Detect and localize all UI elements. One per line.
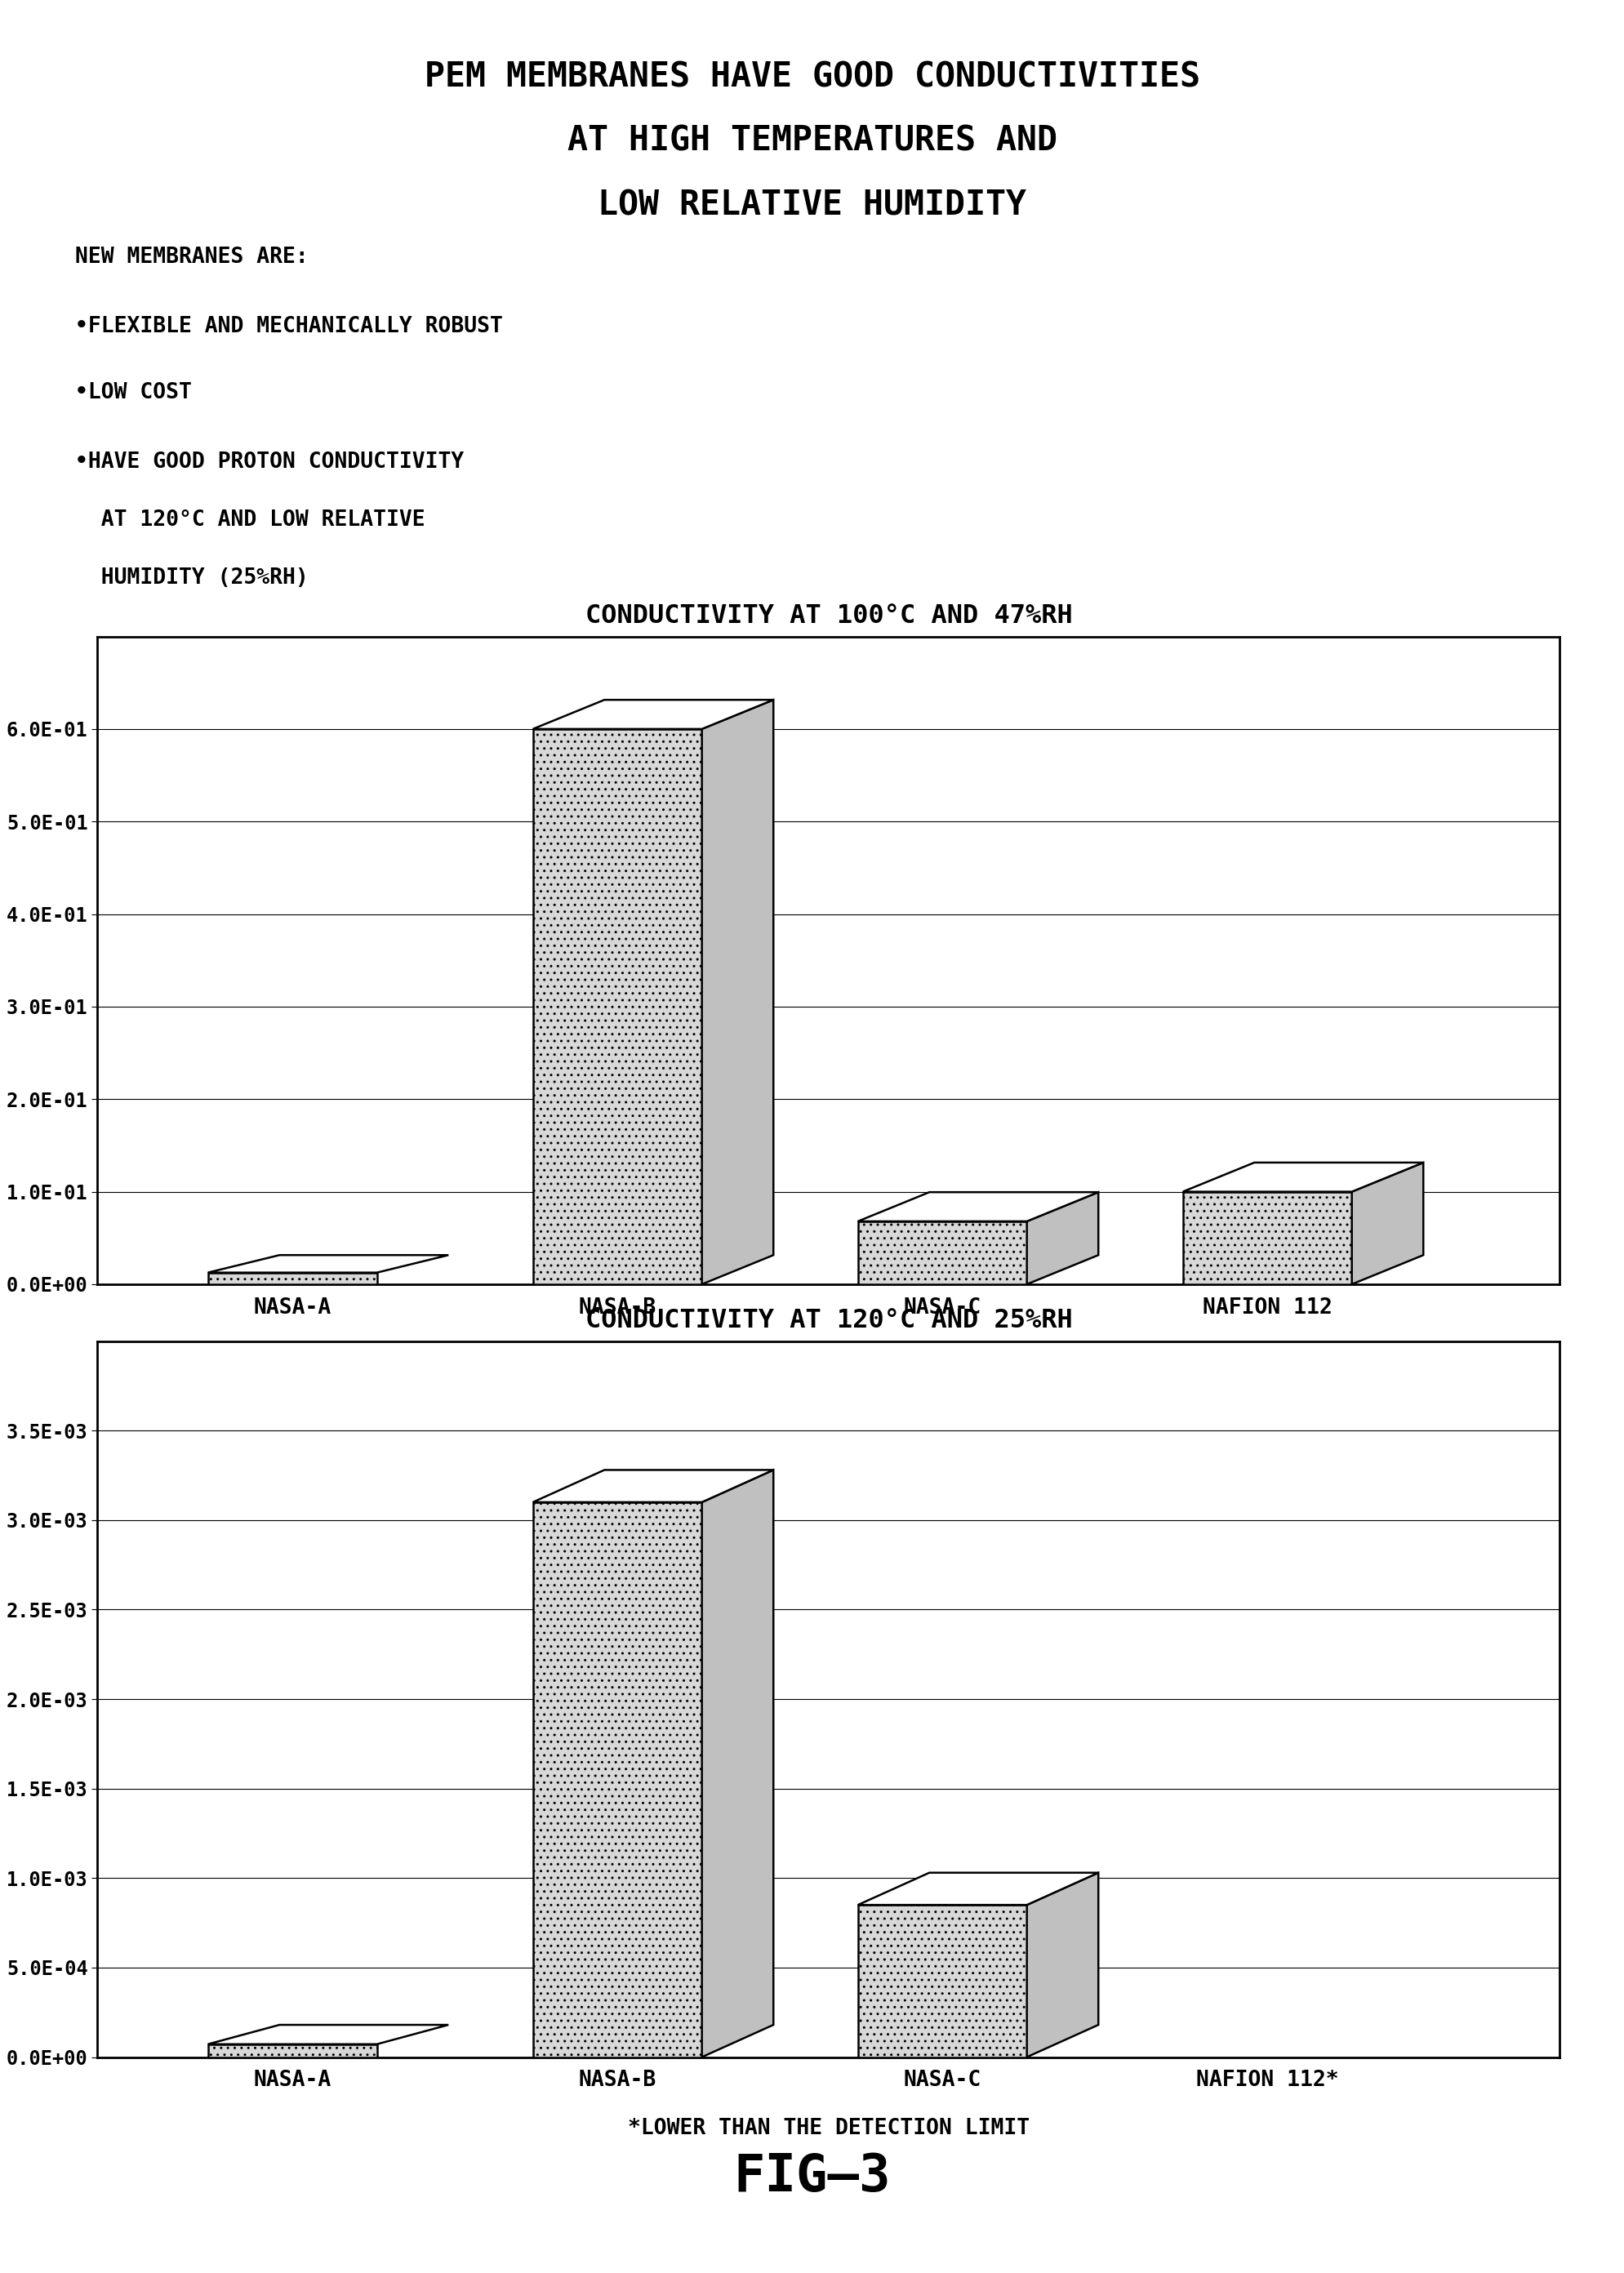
- Polygon shape: [702, 700, 773, 1284]
- Text: NEW MEMBRANES ARE:: NEW MEMBRANES ARE:: [75, 248, 309, 268]
- Polygon shape: [533, 700, 773, 730]
- Polygon shape: [1182, 1162, 1423, 1191]
- Text: AT HIGH TEMPERATURES AND: AT HIGH TEMPERATURES AND: [567, 125, 1057, 159]
- Polygon shape: [1026, 1191, 1098, 1284]
- Bar: [533, 1502, 702, 2057]
- Bar: [857, 1905, 1026, 2057]
- Bar: [208, 2043, 377, 2057]
- Text: •LOW COST: •LOW COST: [75, 382, 192, 402]
- Polygon shape: [857, 1191, 1098, 1221]
- Text: •HAVE GOOD PROTON CONDUCTIVITY: •HAVE GOOD PROTON CONDUCTIVITY: [75, 452, 463, 473]
- Bar: [533, 730, 702, 1284]
- Bar: [1182, 1191, 1351, 1284]
- Bar: [857, 1221, 1026, 1284]
- Text: FIG–3: FIG–3: [734, 2150, 890, 2203]
- Bar: [208, 1273, 377, 1284]
- Text: •FLEXIBLE AND MECHANICALLY ROBUST: •FLEXIBLE AND MECHANICALLY ROBUST: [75, 316, 502, 336]
- Text: *LOWER THAN THE DETECTION LIMIT: *LOWER THAN THE DETECTION LIMIT: [627, 2118, 1030, 2139]
- Polygon shape: [533, 1471, 773, 1502]
- Text: LOW RELATIVE HUMIDITY: LOW RELATIVE HUMIDITY: [598, 189, 1026, 223]
- Polygon shape: [702, 1471, 773, 2057]
- Text: AT 120°C AND LOW RELATIVE: AT 120°C AND LOW RELATIVE: [75, 509, 424, 530]
- Text: PEM MEMBRANES HAVE GOOD CONDUCTIVITIES: PEM MEMBRANES HAVE GOOD CONDUCTIVITIES: [424, 59, 1200, 93]
- Text: HUMIDITY (25%RH): HUMIDITY (25%RH): [75, 568, 309, 589]
- Title: CONDUCTIVITY AT 120°C AND 25%RH: CONDUCTIVITY AT 120°C AND 25%RH: [585, 1307, 1072, 1334]
- Polygon shape: [208, 2025, 448, 2043]
- Title: CONDUCTIVITY AT 100°C AND 47%RH: CONDUCTIVITY AT 100°C AND 47%RH: [585, 602, 1072, 630]
- Polygon shape: [1026, 1873, 1098, 2057]
- Polygon shape: [208, 1255, 448, 1273]
- Polygon shape: [857, 1873, 1098, 1905]
- Polygon shape: [1351, 1162, 1423, 1284]
